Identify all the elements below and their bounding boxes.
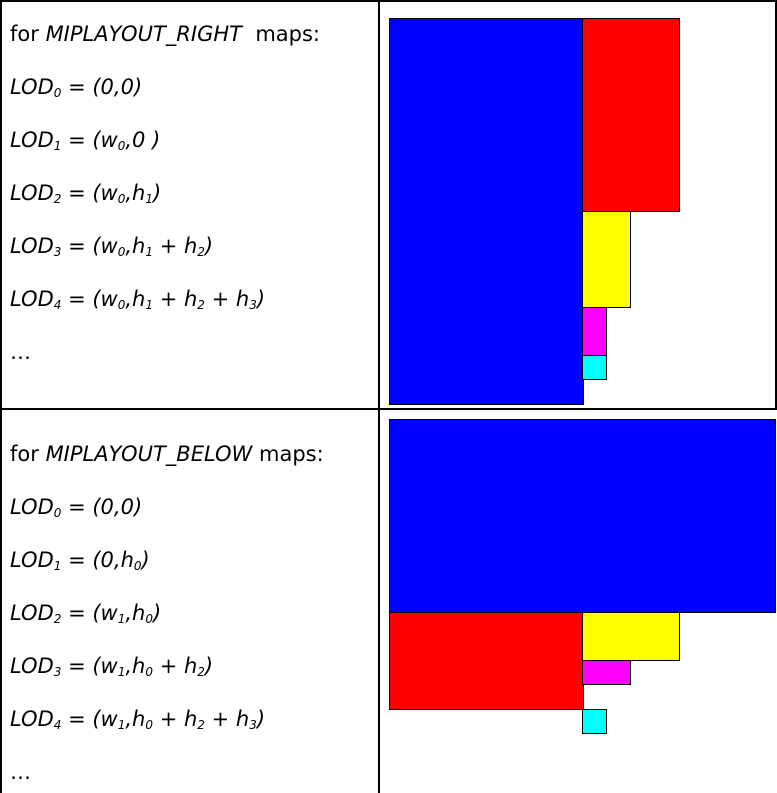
row1-lod0: LOD0 = (0,0) <box>10 75 143 100</box>
row1-lod1: LOD1 = (w0,0 ) <box>10 128 161 153</box>
row2-lod1-rect <box>389 612 584 710</box>
row1-ellipsis: … <box>10 340 31 364</box>
table-top-border <box>0 0 777 2</box>
table-right-border <box>775 0 777 410</box>
row2-lod2: LOD2 = (w1,h0) <box>10 601 162 626</box>
row1-lod1-rect <box>582 18 680 212</box>
table-divider-horizontal <box>0 408 777 410</box>
row2-header: for MIPLAYOUT_BELOW maps: <box>10 442 324 466</box>
row1-header: for MIPLAYOUT_RIGHT maps: <box>10 22 320 46</box>
row2-lod0: LOD0 = (0,0) <box>10 495 143 520</box>
row1-lod0-rect <box>389 18 584 405</box>
row1-lod3-rect <box>582 307 607 356</box>
row2-lod1: LOD1 = (0,h0) <box>10 548 150 573</box>
row2-lod2-rect <box>582 612 680 661</box>
row1-lod3: LOD3 = (w0,h1 + h2) <box>10 234 214 259</box>
row2-ellipsis: … <box>10 760 31 784</box>
row1-lod2: LOD2 = (w0,h1) <box>10 181 162 206</box>
table-divider-vertical <box>378 0 380 793</box>
row2-lod0-rect <box>389 419 776 613</box>
table-left-border <box>0 0 2 793</box>
row1-lod4: LOD4 = (w0,h1 + h2 + h3) <box>10 287 266 312</box>
row1-lod4-rect <box>582 355 607 380</box>
row1-lod2-rect <box>582 211 631 308</box>
row2-lod4: LOD4 = (w1,h0 + h2 + h3) <box>10 707 266 732</box>
row2-lod4-rect <box>582 709 607 734</box>
row2-lod3: LOD3 = (w1,h0 + h2) <box>10 654 214 679</box>
row2-lod3-rect <box>582 660 631 685</box>
